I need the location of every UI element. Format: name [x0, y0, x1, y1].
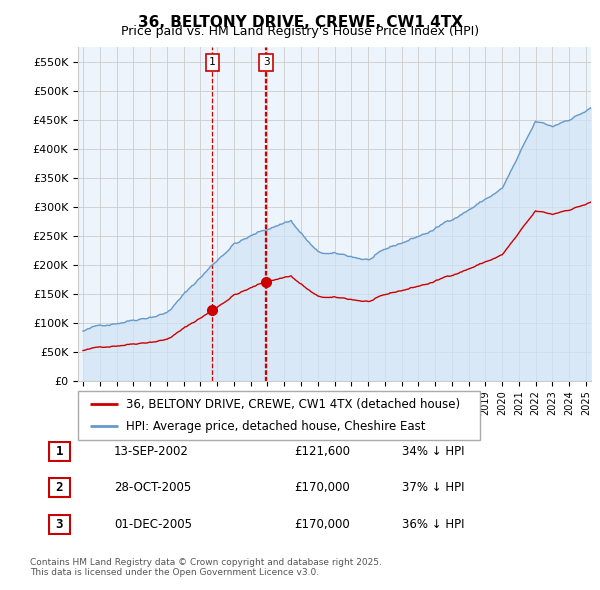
Text: £121,600: £121,600 [294, 445, 350, 458]
Text: 3: 3 [263, 57, 269, 67]
FancyBboxPatch shape [78, 391, 480, 440]
Text: Contains HM Land Registry data © Crown copyright and database right 2025.
This d: Contains HM Land Registry data © Crown c… [30, 558, 382, 577]
Text: 37% ↓ HPI: 37% ↓ HPI [402, 481, 464, 494]
Text: 36% ↓ HPI: 36% ↓ HPI [402, 518, 464, 531]
Text: £170,000: £170,000 [294, 481, 350, 494]
Text: 28-OCT-2005: 28-OCT-2005 [114, 481, 191, 494]
Text: Price paid vs. HM Land Registry's House Price Index (HPI): Price paid vs. HM Land Registry's House … [121, 25, 479, 38]
Text: 2: 2 [56, 481, 63, 494]
Text: 01-DEC-2005: 01-DEC-2005 [114, 518, 192, 531]
Text: 36, BELTONY DRIVE, CREWE, CW1 4TX (detached house): 36, BELTONY DRIVE, CREWE, CW1 4TX (detac… [126, 398, 460, 411]
Text: HPI: Average price, detached house, Cheshire East: HPI: Average price, detached house, Ches… [126, 420, 426, 433]
FancyBboxPatch shape [49, 442, 70, 461]
Text: 34% ↓ HPI: 34% ↓ HPI [402, 445, 464, 458]
FancyBboxPatch shape [49, 515, 70, 534]
Text: 1: 1 [209, 57, 215, 67]
Text: 3: 3 [56, 518, 63, 531]
Text: 36, BELTONY DRIVE, CREWE, CW1 4TX: 36, BELTONY DRIVE, CREWE, CW1 4TX [137, 15, 463, 30]
FancyBboxPatch shape [49, 478, 70, 497]
Text: 1: 1 [56, 445, 63, 458]
Text: 13-SEP-2002: 13-SEP-2002 [114, 445, 189, 458]
Text: £170,000: £170,000 [294, 518, 350, 531]
